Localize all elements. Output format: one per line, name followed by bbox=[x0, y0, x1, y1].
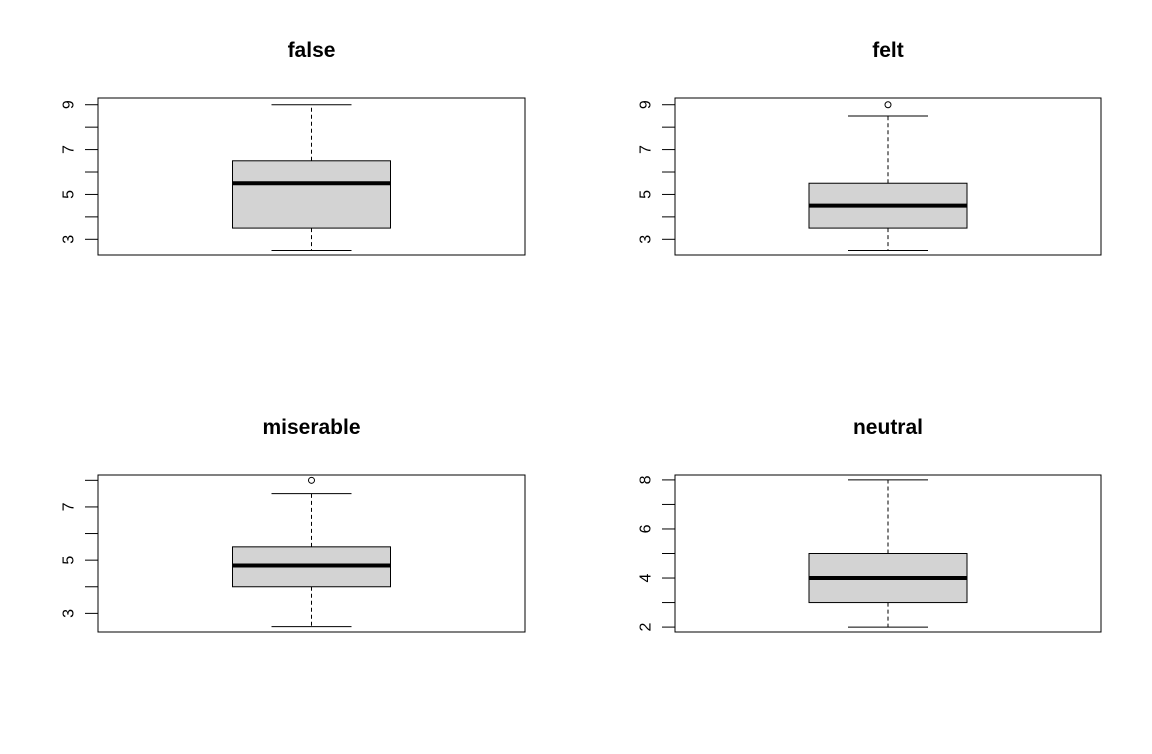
y-tick-label: 3 bbox=[638, 235, 655, 244]
y-tick-label: 5 bbox=[61, 190, 78, 199]
plot-frame bbox=[674, 97, 1102, 256]
panel-title: neutral bbox=[853, 416, 923, 439]
y-tick-label: 9 bbox=[638, 100, 655, 109]
y-tick-label: 6 bbox=[638, 524, 655, 533]
y-tick-label: 2 bbox=[638, 623, 655, 632]
y-tick-label: 9 bbox=[61, 100, 78, 109]
y-tick-label: 8 bbox=[638, 475, 655, 484]
chart-panel-1: felt 3 5 7 9 bbox=[638, 39, 1102, 256]
panel-title: felt bbox=[872, 39, 904, 62]
chart-panel-0: false 3 5 7 9 bbox=[61, 39, 526, 256]
chart-panel-2: miserable 3 5 7 bbox=[61, 416, 526, 633]
y-tick-label: 5 bbox=[61, 556, 78, 565]
y-tick-label: 5 bbox=[638, 190, 655, 199]
outlier-point bbox=[884, 101, 892, 109]
y-tick-label: 4 bbox=[638, 573, 655, 582]
panel-title: false bbox=[288, 39, 336, 62]
y-tick-label: 7 bbox=[61, 145, 78, 154]
y-tick-label: 7 bbox=[61, 502, 78, 511]
chart-panel-3: neutral 2 4 6 8 bbox=[638, 416, 1102, 633]
plot-frame bbox=[97, 474, 526, 633]
iqr-box bbox=[232, 160, 391, 229]
panel-title: miserable bbox=[262, 416, 360, 439]
y-tick-label: 3 bbox=[61, 235, 78, 244]
plot-frame bbox=[97, 97, 526, 256]
outlier-point bbox=[308, 476, 315, 484]
y-tick-label: 7 bbox=[638, 145, 655, 154]
y-tick-label: 3 bbox=[61, 609, 78, 618]
